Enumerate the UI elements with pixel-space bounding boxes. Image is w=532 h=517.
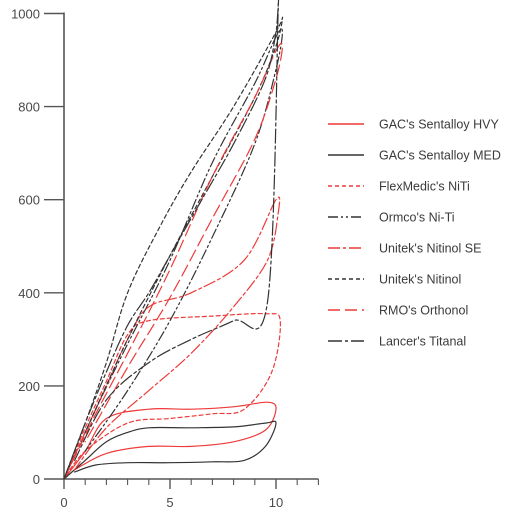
series-line-lancer-s-titanal [63, 0, 280, 480]
legend-label-rmo-s-orthonol: RMO's Orthonol [379, 304, 468, 318]
series-line-gac-s-sentalloy-med [63, 420, 277, 480]
legend-label-flexmedic-s-niti: FlexMedic's NiTi [379, 180, 470, 194]
legend-label-lancer-s-titanal: Lancer's Titanal [379, 335, 466, 349]
legend-label-ormco-s-ni-ti: Ormco's Ni-Ti [379, 211, 455, 225]
legend-label-gac-s-sentalloy-hvy: GAC's Sentalloy HVY [379, 118, 499, 132]
x-tick-label: 10 [269, 495, 283, 510]
x-tick-label: 5 [166, 495, 173, 510]
legend-label-unitek-s-nitinol-se: Unitek's Nitinol SE [379, 242, 481, 256]
chart-axes: 0 200 400 600 800 1000 0 5 10 [11, 7, 319, 510]
y-tick-label: 200 [18, 379, 40, 394]
series-line-unitek-s-nitinol [63, 16, 284, 480]
series-line-rmo-s-orthonol [63, 42, 283, 480]
series-line-unitek-s-nitinol-se [63, 196, 281, 480]
y-tick-label: 1000 [11, 7, 40, 22]
series-line-flexmedic-s-niti [63, 312, 282, 480]
series-line-ormco-s-ni-ti [63, 28, 283, 480]
legend-label-unitek-s-nitinol: Unitek's Nitinol [379, 273, 461, 287]
y-tick-label: 0 [33, 472, 40, 487]
y-tick-label: 800 [18, 100, 40, 115]
x-tick-label: 0 [60, 495, 67, 510]
legend-label-gac-s-sentalloy-med: GAC's Sentalloy MED [379, 149, 501, 163]
y-tick-label: 400 [18, 286, 40, 301]
y-tick-label: 600 [18, 193, 40, 208]
chart-legend: GAC's Sentalloy HVY GAC's Sentalloy MED Fl… [328, 118, 501, 349]
chart-series [63, 0, 284, 480]
